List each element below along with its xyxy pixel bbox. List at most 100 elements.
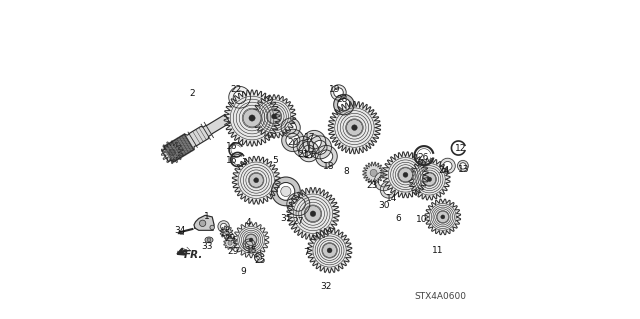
Polygon shape <box>307 228 352 273</box>
Circle shape <box>437 211 449 223</box>
Circle shape <box>253 178 259 183</box>
Polygon shape <box>282 129 304 152</box>
Circle shape <box>249 115 255 121</box>
Polygon shape <box>363 162 385 184</box>
Circle shape <box>370 169 377 176</box>
Text: 3: 3 <box>241 158 247 167</box>
Polygon shape <box>218 221 229 232</box>
Text: 13: 13 <box>458 165 469 174</box>
Polygon shape <box>458 160 468 171</box>
Polygon shape <box>224 237 236 249</box>
Polygon shape <box>316 145 337 167</box>
Polygon shape <box>409 159 450 200</box>
Polygon shape <box>380 182 397 198</box>
Polygon shape <box>224 90 280 146</box>
Polygon shape <box>328 101 381 154</box>
Circle shape <box>200 220 206 226</box>
Polygon shape <box>333 94 354 115</box>
Polygon shape <box>194 215 214 230</box>
Polygon shape <box>281 118 300 137</box>
Circle shape <box>351 125 357 130</box>
Circle shape <box>346 120 362 136</box>
Circle shape <box>210 225 214 230</box>
Text: 7: 7 <box>303 248 308 257</box>
Polygon shape <box>161 141 183 163</box>
Ellipse shape <box>205 237 213 243</box>
Polygon shape <box>299 141 319 162</box>
Text: 21: 21 <box>298 150 309 159</box>
Circle shape <box>323 243 337 257</box>
Text: 29: 29 <box>228 247 239 256</box>
Circle shape <box>267 109 281 123</box>
Circle shape <box>403 172 408 177</box>
Text: 5: 5 <box>273 156 278 165</box>
Polygon shape <box>234 222 269 258</box>
Circle shape <box>169 149 175 155</box>
Text: 24: 24 <box>439 166 450 175</box>
Polygon shape <box>220 226 233 239</box>
Text: FR.: FR. <box>184 250 203 260</box>
Polygon shape <box>331 85 346 100</box>
Text: 23: 23 <box>366 181 378 190</box>
Circle shape <box>399 168 413 182</box>
Circle shape <box>327 248 332 253</box>
Polygon shape <box>162 115 230 162</box>
Text: 16: 16 <box>225 156 237 165</box>
Text: 6: 6 <box>396 214 401 223</box>
Circle shape <box>249 173 263 187</box>
Text: 27: 27 <box>292 217 304 226</box>
Polygon shape <box>232 156 280 204</box>
Polygon shape <box>252 95 296 138</box>
Text: 25: 25 <box>254 256 266 265</box>
Circle shape <box>249 238 253 242</box>
Text: 12: 12 <box>454 144 466 153</box>
Text: 34: 34 <box>175 226 186 235</box>
Text: 4: 4 <box>246 218 252 227</box>
Text: 26: 26 <box>417 153 428 162</box>
Circle shape <box>207 238 211 242</box>
Text: 22: 22 <box>231 85 242 94</box>
Polygon shape <box>287 193 310 216</box>
Text: 18: 18 <box>323 162 335 171</box>
Polygon shape <box>383 152 428 198</box>
Text: 15: 15 <box>220 229 232 238</box>
Text: 28: 28 <box>336 95 348 104</box>
Text: 17: 17 <box>304 133 316 142</box>
Polygon shape <box>440 158 455 174</box>
Text: 8: 8 <box>344 167 349 176</box>
Text: STX4A0600: STX4A0600 <box>414 292 466 300</box>
Circle shape <box>281 186 291 197</box>
Circle shape <box>246 234 257 245</box>
Circle shape <box>228 241 232 245</box>
Text: 2: 2 <box>189 89 195 98</box>
Polygon shape <box>228 86 250 108</box>
Text: 9: 9 <box>241 267 246 276</box>
Text: 14: 14 <box>386 194 397 203</box>
Circle shape <box>423 173 436 186</box>
Circle shape <box>310 211 316 217</box>
Polygon shape <box>425 199 461 235</box>
Text: 31: 31 <box>280 214 291 223</box>
Polygon shape <box>303 130 326 153</box>
Text: 1: 1 <box>204 212 210 221</box>
Circle shape <box>427 177 431 182</box>
Text: 16: 16 <box>225 142 237 151</box>
Polygon shape <box>293 137 314 157</box>
Polygon shape <box>271 177 300 206</box>
Polygon shape <box>374 172 394 191</box>
Circle shape <box>243 109 261 127</box>
Text: 10: 10 <box>417 215 428 224</box>
Text: 20: 20 <box>287 138 299 147</box>
Circle shape <box>271 114 276 119</box>
Polygon shape <box>243 239 255 251</box>
Polygon shape <box>308 136 332 159</box>
Circle shape <box>441 215 445 219</box>
Text: 29: 29 <box>225 234 236 243</box>
Text: 33: 33 <box>201 242 212 251</box>
Text: 19: 19 <box>328 85 340 94</box>
Text: 32: 32 <box>320 282 332 291</box>
Text: 15: 15 <box>246 246 257 255</box>
Circle shape <box>225 230 228 234</box>
Text: 17: 17 <box>304 151 316 160</box>
Text: 11: 11 <box>431 246 443 255</box>
